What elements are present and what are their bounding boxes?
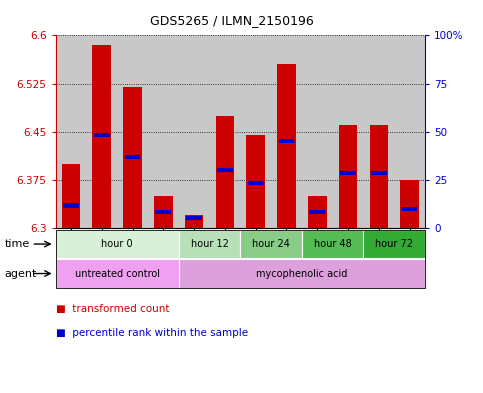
Bar (248, 181, 264, 185)
Text: hour 12: hour 12 (191, 239, 228, 249)
Bar (210, 35, 240, 228)
Bar (62, 164, 80, 228)
Text: ■  percentile rank within the sample: ■ percentile rank within the sample (56, 328, 248, 338)
Bar (117, 35, 148, 228)
Bar (94, 133, 110, 137)
Bar (92, 45, 111, 228)
Text: agent: agent (5, 268, 37, 279)
Bar (339, 125, 357, 228)
Bar (217, 168, 233, 172)
Bar (333, 35, 364, 228)
Bar (63, 203, 79, 208)
Bar (402, 207, 417, 211)
Text: hour 72: hour 72 (375, 239, 413, 249)
Bar (186, 216, 202, 220)
Bar (246, 135, 265, 228)
Bar (179, 35, 210, 228)
Bar (277, 64, 296, 228)
Bar (271, 35, 302, 228)
Text: hour 24: hour 24 (252, 239, 290, 249)
Bar (279, 139, 294, 143)
Bar (394, 35, 425, 228)
Bar (215, 116, 234, 228)
Bar (369, 125, 388, 228)
Bar (185, 215, 203, 228)
Text: hour 0: hour 0 (101, 239, 133, 249)
Bar (56, 35, 86, 228)
Bar (123, 87, 142, 228)
Bar (148, 35, 179, 228)
Bar (86, 35, 117, 228)
Bar (340, 171, 356, 176)
Text: time: time (5, 239, 30, 249)
Bar (400, 180, 419, 228)
Bar (302, 35, 333, 228)
Bar (371, 171, 387, 176)
Text: mycophenolic acid: mycophenolic acid (256, 268, 348, 279)
Bar (125, 155, 141, 160)
Text: untreated control: untreated control (75, 268, 159, 279)
Bar (310, 210, 325, 214)
Text: ■  transformed count: ■ transformed count (56, 304, 169, 314)
Text: hour 48: hour 48 (314, 239, 352, 249)
Bar (364, 35, 394, 228)
Text: GDS5265 / ILMN_2150196: GDS5265 / ILMN_2150196 (150, 14, 314, 27)
Bar (308, 196, 327, 228)
Bar (156, 210, 171, 214)
Bar (240, 35, 271, 228)
Bar (154, 196, 172, 228)
